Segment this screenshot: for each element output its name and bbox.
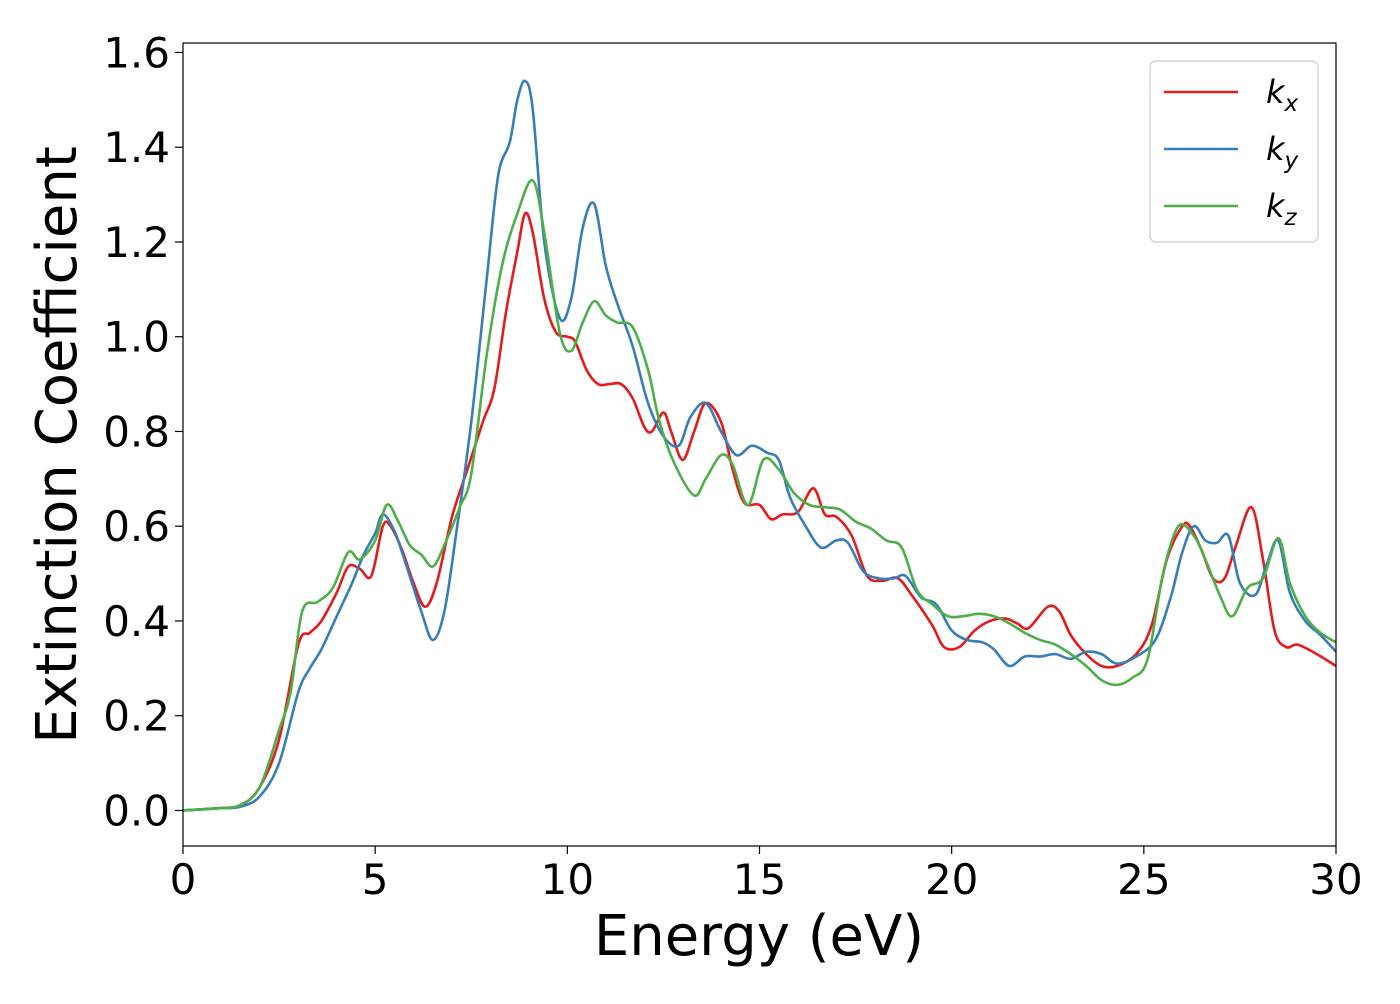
x-tick-label: 15: [733, 855, 786, 904]
x-tick-label: 20: [925, 855, 978, 904]
x-tick-label: 30: [1309, 855, 1362, 904]
y-tick-label: 0.4: [103, 597, 170, 646]
y-tick-label: 1.0: [103, 313, 170, 362]
series-line-kz: [183, 179, 1336, 812]
y-tick-label: 0.8: [103, 407, 170, 456]
legend-label-ky: ky: [1266, 130, 1299, 174]
x-tick-label: 25: [1117, 855, 1170, 904]
y-tick-label: 0.0: [103, 786, 170, 835]
x-tick-label: 0: [170, 855, 197, 904]
x-tick-label: 5: [362, 855, 389, 904]
y-tick-label: 1.2: [103, 218, 170, 267]
x-axis-title: Energy (eV): [594, 904, 924, 969]
x-tick-label: 10: [541, 855, 594, 904]
legend-frame: [1149, 60, 1319, 243]
y-tick-label: 1.4: [103, 123, 170, 172]
series-line-ky: [183, 79, 1336, 812]
y-tick-label: 0.2: [103, 692, 170, 741]
ticks-layer: 0 5 10 15 20 25 30 0.0 0.2 0.4 0.6 0.8 1.0 1.2 1.4 1.6: [103, 28, 1363, 904]
y-tick-label: 0.6: [103, 502, 170, 551]
series-layer: [183, 79, 1336, 812]
series-line-kx: [183, 211, 1336, 812]
y-axis-title: Extinction Coefficient: [25, 146, 90, 744]
y-tick-label: 1.6: [103, 28, 170, 77]
